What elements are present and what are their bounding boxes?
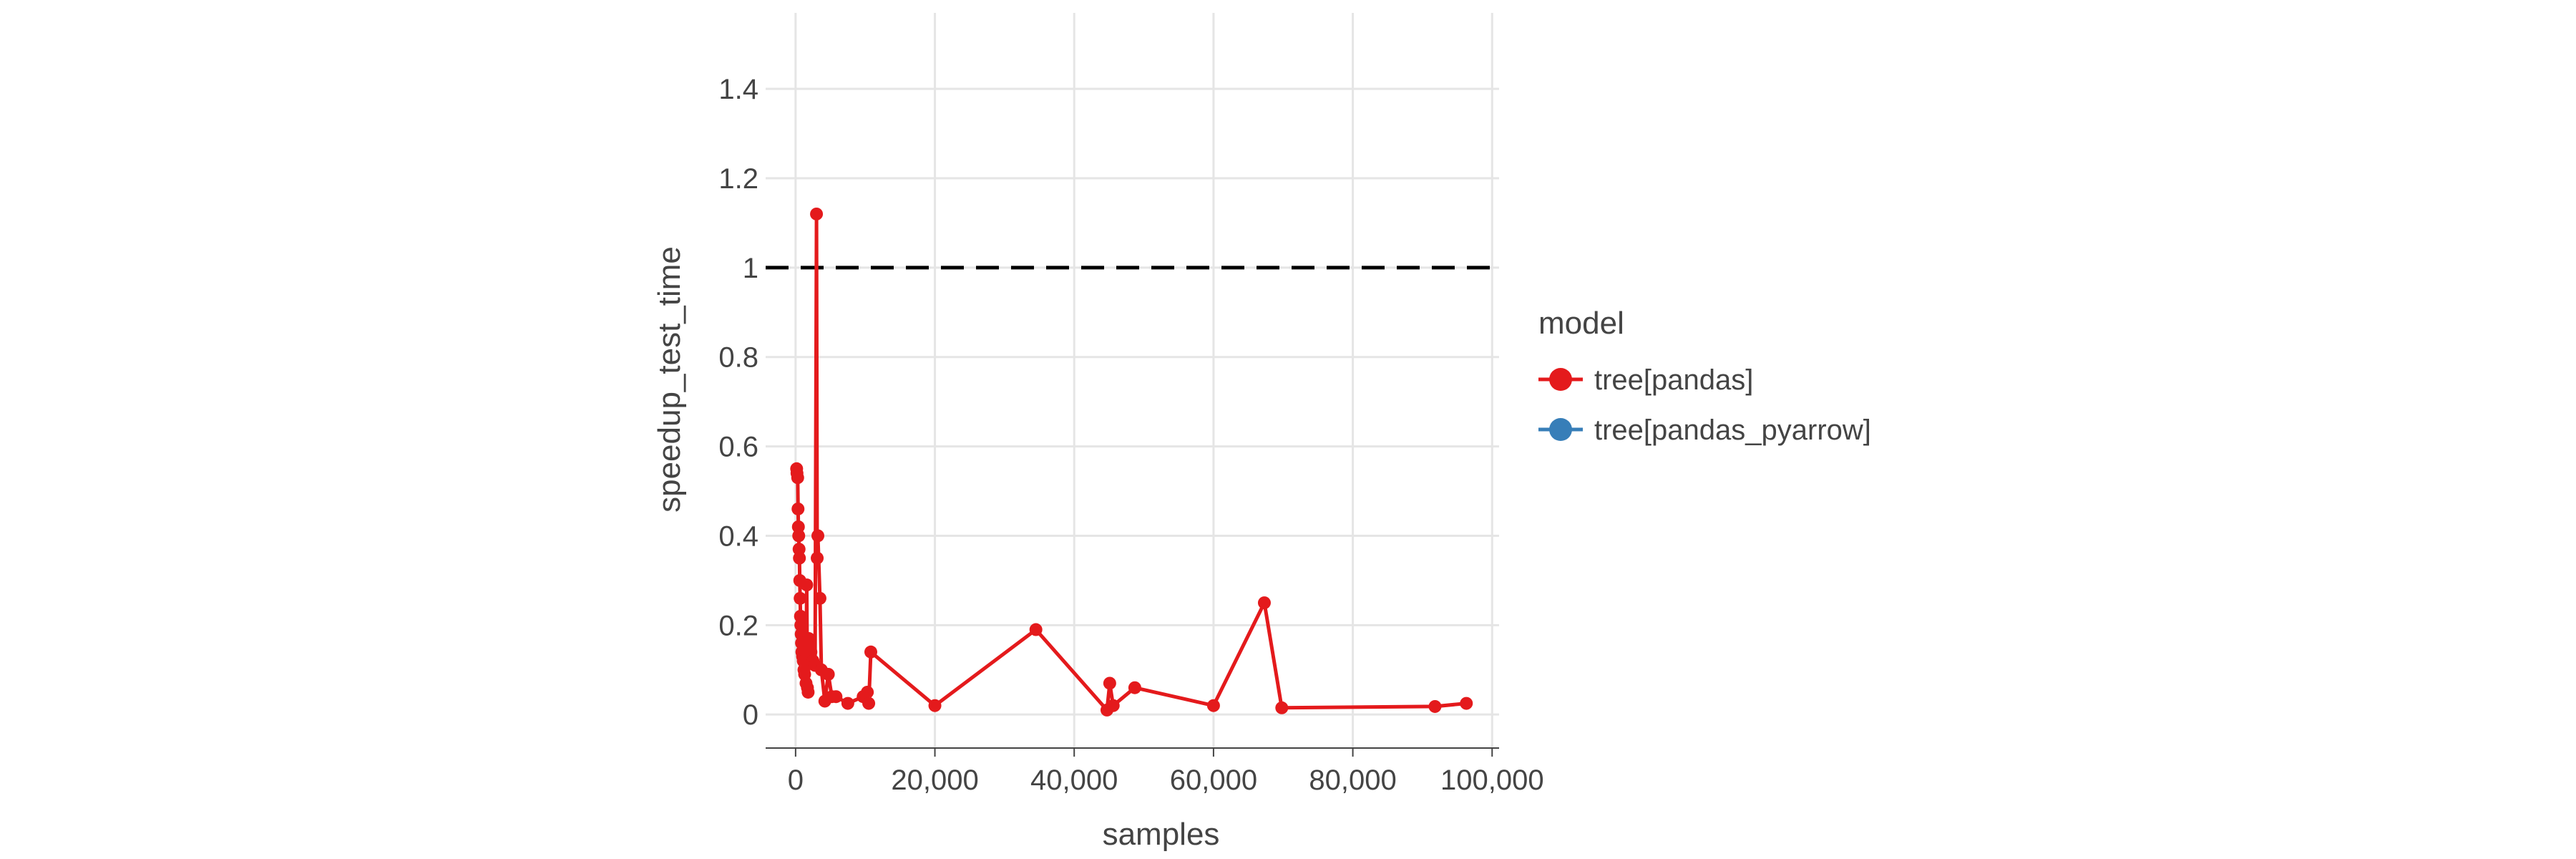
legend-item: tree[pandas_pyarrow] — [1538, 414, 1871, 446]
data-point — [811, 529, 825, 543]
x-tick-label: 40,000 — [1030, 765, 1118, 796]
data-point — [1029, 623, 1043, 636]
data-point — [1460, 697, 1473, 710]
data-point — [810, 207, 824, 220]
x-tick-label: 60,000 — [1170, 765, 1257, 796]
data-point — [1128, 681, 1141, 694]
series-line — [794, 212, 1467, 712]
data-point — [829, 690, 843, 704]
data-point — [864, 645, 877, 659]
x-tick-label: 80,000 — [1309, 765, 1396, 796]
y-tick-label: 0.2 — [718, 610, 758, 641]
data-point — [1103, 676, 1116, 690]
series-group — [790, 207, 1473, 717]
y-tick-label: 0.4 — [718, 520, 758, 552]
legend-label: tree[pandas_pyarrow] — [1594, 414, 1871, 446]
grid — [766, 13, 1499, 748]
legend-key-marker — [1549, 418, 1572, 441]
data-point — [793, 551, 806, 565]
x-tick-label: 100,000 — [1440, 765, 1544, 796]
legend: model tree[pandas] tree[pandas_pyarrow] — [1538, 306, 1871, 446]
data-point — [791, 502, 805, 515]
data-point — [861, 685, 874, 699]
legend-item: tree[pandas] — [1538, 364, 1753, 396]
data-point — [1428, 699, 1442, 713]
data-point — [811, 551, 824, 565]
y-tick-label: 0.6 — [718, 432, 758, 463]
data-point — [801, 685, 815, 699]
y-tick-label: 0 — [743, 699, 758, 731]
y-axis-title: speedup_test_time — [652, 246, 687, 513]
legend-key-marker — [1549, 368, 1572, 391]
data-point — [1275, 701, 1289, 714]
data-point — [841, 697, 854, 710]
data-point — [791, 471, 804, 485]
data-point — [794, 591, 807, 605]
data-point — [928, 699, 942, 712]
y-tick-label: 1.2 — [718, 163, 758, 195]
axes: 0 20,000 40,000 60,000 80,000 100,000 0 0.2 0.4 0… — [718, 74, 1543, 796]
y-tick-label: 1 — [743, 253, 758, 284]
data-point — [1257, 596, 1271, 610]
x-tick-label: 20,000 — [891, 765, 978, 796]
data-point — [1206, 699, 1220, 712]
data-point — [1106, 699, 1120, 712]
legend-label: tree[pandas] — [1594, 364, 1753, 396]
x-axis-title: samples — [1103, 817, 1220, 852]
data-point — [862, 697, 876, 710]
y-tick-label: 0.8 — [718, 342, 758, 374]
data-point — [813, 591, 826, 605]
legend-title: model — [1538, 306, 1624, 341]
x-tick-label: 0 — [788, 765, 804, 796]
series-tree[pandas] — [790, 207, 1473, 717]
data-point — [821, 667, 835, 681]
data-point — [800, 578, 814, 592]
data-point — [792, 529, 806, 543]
y-tick-label: 1.4 — [718, 74, 758, 105]
